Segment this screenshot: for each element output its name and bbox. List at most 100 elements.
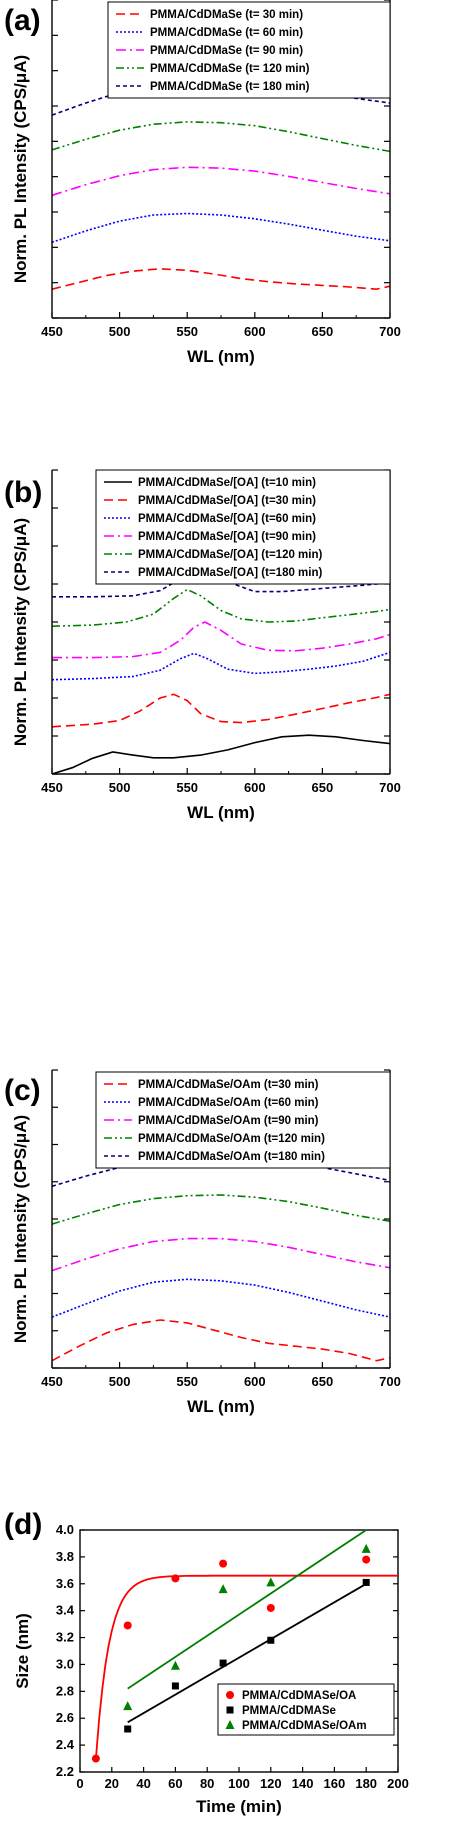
x-tick-label: 650: [312, 324, 334, 339]
panel-letter: (c): [4, 1074, 41, 1107]
data-point-series-1: [266, 1603, 275, 1612]
series-line-2: [51, 212, 391, 244]
legend-entry: PMMA/CdDMaSe/OAm (t=30 min): [138, 1079, 319, 1091]
data-point-series-1: [171, 1574, 180, 1583]
x-tick-label: 600: [244, 324, 266, 339]
series-line-4: [51, 1194, 391, 1225]
y-tick-label: 3.8: [56, 1549, 74, 1564]
series-line-6: [52, 559, 391, 598]
x-tick-label: 600: [244, 1374, 266, 1389]
x-tick-label: 20: [105, 1776, 119, 1791]
data-point-series-3: [266, 1577, 276, 1587]
x-tick-label: 100: [228, 1776, 250, 1791]
x-tick-label: 160: [324, 1776, 346, 1791]
legend-entry: PMMA/CdDMASe/OA: [242, 1690, 356, 1702]
series-line-1: [51, 734, 391, 775]
x-tick-label: 700: [379, 1374, 401, 1389]
data-point-series-2: [171, 1682, 179, 1690]
x-tick-label: 500: [109, 324, 131, 339]
x-tick-label: 650: [312, 780, 334, 795]
panel-letter: (a): [4, 4, 41, 37]
y-axis-title: Norm. PL Intensity (CPS/μA): [11, 55, 30, 283]
legend-entry: PMMA/CdDMaSe/[OA] (t=30 min): [138, 495, 316, 507]
legend-entry: PMMA/CdDMASe: [242, 1705, 336, 1717]
y-tick-label: 4.0: [56, 1522, 74, 1537]
legend-entry: PMMA/CdDMaSe/OAm (t=120 min): [138, 1133, 325, 1145]
data-point-series-1: [362, 1555, 371, 1564]
x-axis-title: WL (nm): [187, 347, 255, 366]
series-line-5: [51, 588, 391, 627]
legend-marker: [226, 1691, 234, 1699]
x-tick-label: 450: [41, 780, 63, 795]
data-point-series-2: [362, 1578, 370, 1586]
y-axis-title: Norm. PL Intensity (CPS/μA): [11, 518, 30, 746]
x-tick-label: 700: [379, 780, 401, 795]
x-tick-label: 180: [355, 1776, 377, 1791]
panel-c: (c) 450 500 550 600 650 700 WL (nm) Norm. PL Int…: [4, 1069, 401, 1416]
legend-entry: PMMA/CdDMaSe/OAm (t=60 min): [138, 1097, 319, 1109]
x-tick-label: 140: [292, 1776, 314, 1791]
legend-entry: PMMA/CdDMaSe/OAm (t=180 min): [138, 1151, 325, 1163]
legend-marker: [226, 1706, 234, 1714]
panel-letter: (b): [4, 476, 42, 509]
legend-entry: PMMA/CdDMaSe (t= 60 min): [150, 27, 303, 39]
series-line-3: [51, 651, 391, 681]
legend-entry: PMMA/CdDMaSe/[OA] (t=60 min): [138, 513, 316, 525]
y-axis-title: Norm. PL Intensity (CPS/μA): [11, 1115, 30, 1343]
legend-entry: PMMA/CdDMaSe (t= 120 min): [150, 63, 310, 75]
legend-marker: [225, 1720, 235, 1729]
y-tick-label: 3.2: [56, 1630, 74, 1645]
panel-d: (d) 0 20 40 60 80 100 120 140 160 180 200 2.2 2.4 2.6 2…: [4, 1508, 409, 1816]
y-tick-label: 3.0: [56, 1656, 74, 1671]
legend-box: [107, 1, 391, 99]
y-tick-label: 3.4: [56, 1603, 75, 1618]
series-line-3: [51, 166, 391, 197]
legend-entry: PMMA/CdDMaSe/[OA] (t=120 min): [138, 549, 323, 561]
data-point-series-2: [267, 1636, 275, 1644]
fit-line-1: [95, 1574, 398, 1759]
data-point-series-3: [170, 1660, 180, 1670]
data-point-series-1: [123, 1621, 132, 1630]
x-tick-label: 200: [387, 1776, 409, 1791]
x-tick-label: 0: [76, 1776, 83, 1791]
series-line-5: [51, 1154, 391, 1188]
legend-box: [217, 1683, 395, 1736]
x-tick-label: 600: [244, 780, 266, 795]
y-tick-label: 2.2: [56, 1764, 74, 1779]
y-tick-label: 2.8: [56, 1683, 74, 1698]
x-tick-label: 450: [41, 324, 63, 339]
legend-entry: PMMA/CdDMaSe/[OA] (t=10 min): [138, 477, 316, 489]
x-tick-label: 650: [312, 1374, 334, 1389]
y-tick-label: 2.4: [56, 1737, 75, 1752]
panel-letter: (d): [4, 1508, 42, 1541]
legend-box: [95, 1071, 391, 1169]
fit-line-3: [127, 1529, 367, 1690]
x-tick-label: 550: [176, 1374, 198, 1389]
x-tick-label: 450: [41, 1374, 63, 1389]
legend-entry: PMMA/CdDMaSe (t= 30 min): [150, 9, 303, 21]
x-tick-label: 60: [168, 1776, 182, 1791]
series-line-4: [51, 121, 391, 153]
x-tick-label: 80: [200, 1776, 214, 1791]
x-tick-label: 500: [109, 780, 131, 795]
data-point-series-1: [91, 1754, 100, 1763]
series-line-4: [52, 621, 391, 659]
x-tick-label: 40: [136, 1776, 150, 1791]
panel-b: (b) 450 500 550 600 650 700 WL (nm) Norm. PL Int…: [4, 469, 401, 822]
series-line-2: [51, 693, 391, 728]
x-axis-title: WL (nm): [187, 803, 255, 822]
series-line-1: [51, 267, 391, 291]
x-tick-label: 700: [379, 324, 401, 339]
y-tick-label: 2.6: [56, 1710, 74, 1725]
data-point-series-1: [219, 1559, 228, 1568]
series-line-2: [51, 1278, 391, 1318]
x-axis-title: Time (min): [196, 1797, 282, 1816]
data-point-series-3: [123, 1701, 133, 1711]
y-tick-label: 3.6: [56, 1576, 74, 1591]
fit-line-2: [127, 1583, 367, 1724]
legend-entry: PMMA/CdDMaSe (t= 90 min): [150, 45, 303, 57]
data-point-series-2: [219, 1659, 227, 1667]
legend-entry: PMMA/CdDMaSe (t= 180 min): [150, 81, 310, 93]
series-line-3: [51, 1237, 391, 1272]
